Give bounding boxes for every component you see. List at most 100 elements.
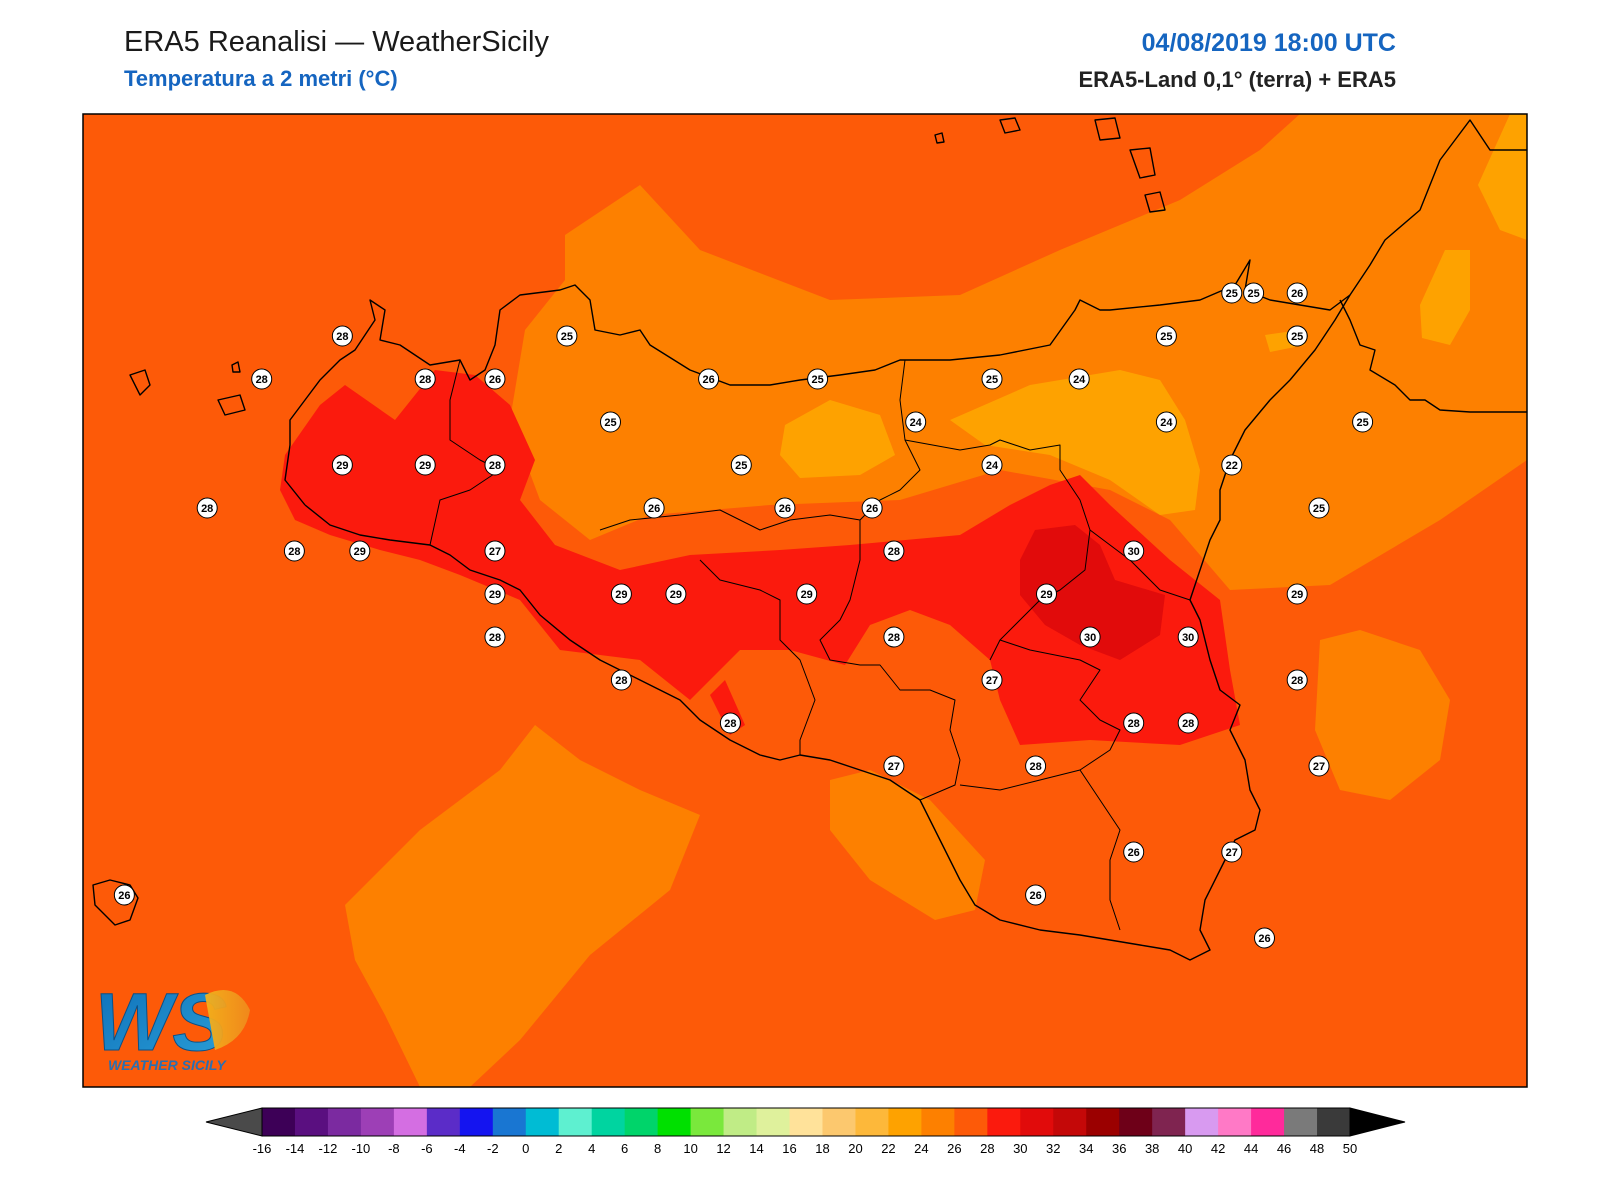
station-temperature-label: 25 — [561, 331, 573, 343]
station-marker: 29 — [610, 583, 632, 605]
station-temperature-label: 22 — [1226, 460, 1238, 472]
station-marker-circle — [1286, 325, 1308, 347]
zone-22-24-madonie — [780, 400, 895, 478]
border-ag-cl — [699, 559, 816, 755]
station-temperature-label: 26 — [1128, 847, 1140, 859]
border-ct-sr-rg — [959, 639, 1121, 791]
colorbar-cell — [1020, 1108, 1054, 1136]
station-marker: 28 — [883, 626, 905, 648]
station-marker-circle — [1079, 626, 1101, 648]
colorbar-tick-label: 12 — [716, 1141, 730, 1156]
station-marker-circle — [1123, 540, 1145, 562]
station-marker: 30 — [1177, 626, 1199, 648]
colorbar-cell — [492, 1108, 527, 1136]
station-marker-circle — [981, 454, 1003, 476]
station-marker-circle — [331, 454, 353, 476]
station-marker-circle — [1036, 583, 1057, 605]
colorbar-tick-label: -12 — [319, 1141, 338, 1156]
station-temperature-label: 28 — [1182, 718, 1194, 730]
station-marker: 25 — [600, 411, 621, 433]
station-temperature-label: 28 — [489, 460, 501, 472]
station-marker: 27 — [1221, 841, 1243, 863]
station-temperature-label: 28 — [1128, 718, 1140, 730]
colorbar-tick-label: 6 — [621, 1141, 628, 1156]
colorbar-cell — [1284, 1108, 1318, 1136]
station-marker-circle — [484, 368, 506, 390]
station-marker: 27 — [484, 540, 506, 562]
colorbar-max-arrow — [1349, 1107, 1406, 1137]
station-marker-circle — [1221, 282, 1243, 304]
station-temperature-label: 29 — [419, 460, 431, 472]
station-marker-circle — [283, 540, 305, 562]
colorbar-cell — [1152, 1108, 1186, 1136]
coastline-calabria-south — [1339, 299, 1527, 413]
valid-datetime: 04/08/2019 18:00 UTC — [1141, 29, 1396, 57]
colorbar-cell — [624, 1108, 659, 1136]
station-marker: 26 — [643, 497, 665, 519]
station-marker-circle — [1243, 282, 1265, 304]
coastline-north — [284, 119, 1527, 506]
zone-24-26-ionian — [1315, 630, 1450, 800]
station-marker-circle — [331, 325, 353, 347]
colorbar-cell — [262, 1108, 296, 1136]
station-marker-circle — [113, 884, 135, 906]
station-temperature-label: 28 — [888, 546, 900, 558]
station-marker: 30 — [1079, 626, 1101, 648]
station-temperature-label: 25 — [1356, 417, 1368, 429]
colorbar-tick-labels: -16 -14 -12 -10 -8 -6 -4 -2 0 2 4 6 8 10 12 14 16 18 20 22 2… — [253, 1141, 1358, 1156]
station-labels: 28 28 28 26 25 26 25 29 29 28 25 25 28 26 26 26 24 25 24 24… — [113, 282, 1374, 949]
zone-24-26-gela-gulf — [830, 770, 985, 920]
colorbar-tick-label: 14 — [749, 1141, 763, 1156]
island-pantelleria — [92, 879, 139, 926]
logo-sun-icon — [205, 990, 250, 1050]
border-rg-sr — [1079, 769, 1121, 931]
station-marker-circle — [774, 497, 796, 519]
colorbar-tick-label: 46 — [1277, 1141, 1291, 1156]
station-marker: 27 — [883, 755, 905, 777]
station-temperature-label: 24 — [986, 460, 999, 472]
station-marker: 28 — [196, 497, 218, 519]
station-marker-circle — [484, 583, 506, 605]
station-marker-circle — [1308, 497, 1330, 519]
station-marker-circle — [861, 497, 883, 519]
station-marker-circle — [414, 454, 436, 476]
station-marker: 25 — [1286, 325, 1308, 347]
station-marker-circle — [1352, 411, 1374, 433]
station-temperature-label: 27 — [1226, 847, 1238, 859]
station-marker-circle — [1155, 325, 1177, 347]
station-marker: 29 — [331, 454, 353, 476]
colorbar-tick-label: 18 — [815, 1141, 829, 1156]
zone-22-24-nebrodi — [950, 370, 1200, 515]
station-temperature-label: 26 — [118, 890, 130, 902]
station-temperature-label: 28 — [1291, 675, 1303, 687]
station-marker-circle — [1221, 454, 1243, 476]
station-temperature-label: 26 — [489, 374, 501, 386]
station-marker: 28 — [414, 368, 436, 390]
border-ct-north — [1089, 529, 1191, 601]
station-temperature-label: 26 — [1291, 288, 1303, 300]
station-temperature-label: 30 — [1084, 632, 1096, 644]
station-marker: 28 — [484, 626, 506, 648]
station-marker: 29 — [796, 583, 818, 605]
station-marker-circle — [414, 368, 436, 390]
station-marker: 25 — [1155, 325, 1177, 347]
station-temperature-label: 25 — [1160, 331, 1172, 343]
colorbar-cell — [525, 1108, 560, 1136]
station-marker-circle — [730, 454, 752, 476]
colorbar-tick-label: 50 — [1343, 1141, 1357, 1156]
colorbar-tick-label: 34 — [1079, 1141, 1093, 1156]
station-marker: 26 — [774, 497, 796, 519]
colorbar-tick-label: -8 — [388, 1141, 400, 1156]
station-marker: 29 — [1036, 583, 1057, 605]
station-marker: 29 — [665, 583, 687, 605]
colorbar-cell — [756, 1108, 791, 1136]
colorbar-tick-label: 28 — [980, 1141, 994, 1156]
station-temperature-label: 29 — [1040, 589, 1052, 601]
station-marker: 29 — [484, 583, 506, 605]
station-marker: 25 — [730, 454, 752, 476]
station-marker-circle — [1123, 841, 1145, 863]
colorbar-tick-label: 38 — [1145, 1141, 1159, 1156]
logo-wordmark: WEATHER SICILY — [108, 1057, 227, 1073]
colorbar-cells — [261, 1107, 1351, 1137]
station-temperature-label: 24 — [910, 417, 923, 429]
